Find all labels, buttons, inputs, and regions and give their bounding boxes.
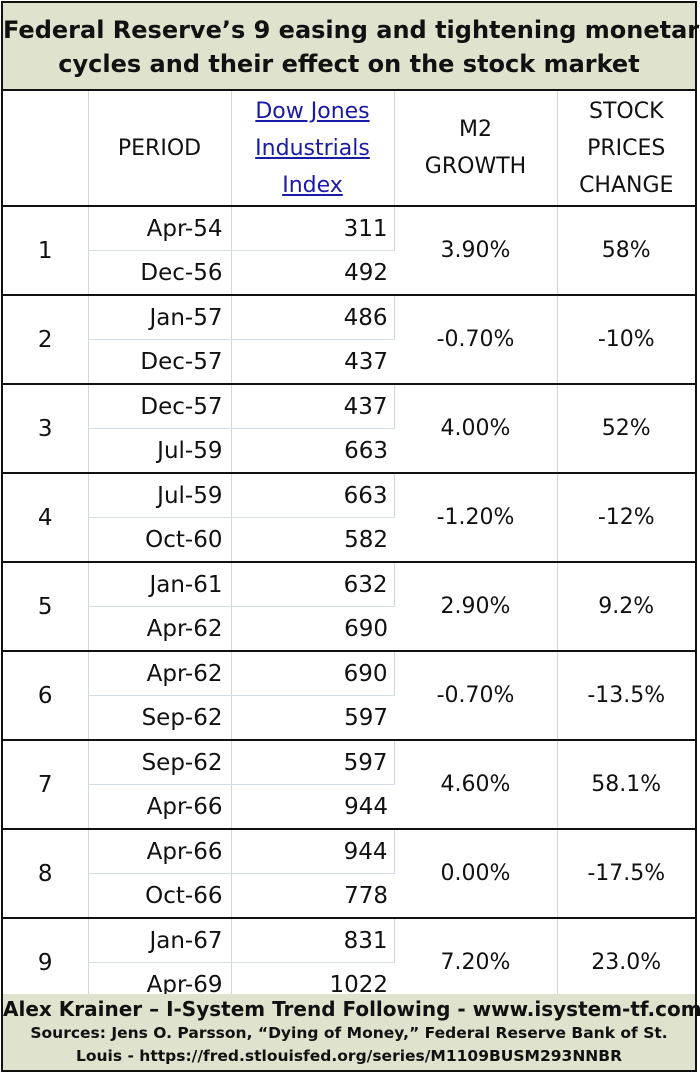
table-row: 2 Jan-57 486 -0.70% -10% [3, 295, 695, 385]
stock-change-value: 58% [557, 206, 695, 296]
period-end: Jul-59 [88, 428, 232, 474]
dow-start-value: 597 [231, 740, 395, 785]
cycle-number: 3 [3, 384, 89, 474]
cycles-table: PERIOD Dow Jones Industrials Index M2 GR… [3, 91, 695, 1008]
m2-growth-value: 3.90% [394, 206, 558, 296]
stock-change-value: 52% [557, 384, 695, 474]
header-m2-growth: M2 GROWTH [394, 91, 558, 207]
cycle-number: 8 [3, 829, 89, 919]
dow-start-value: 486 [231, 295, 395, 340]
dow-jones-link-line-2[interactable]: Industrials [255, 135, 370, 161]
dow-end-value: 778 [231, 873, 394, 919]
title-line-1: Federal Reserve’s 9 easing and tightenin… [3, 16, 700, 44]
m2-growth-value: 0.00% [394, 829, 558, 919]
dow-end-value: 582 [231, 517, 394, 563]
dow-start-value: 690 [231, 651, 395, 696]
period-end: Apr-66 [88, 784, 232, 830]
period-start: Apr-62 [88, 651, 232, 696]
period-end: Dec-56 [88, 250, 232, 296]
period-end: Oct-66 [88, 873, 232, 919]
table-row: 1 Apr-54 311 3.90% 58% [3, 206, 695, 296]
dow-end-value: 437 [231, 339, 394, 385]
stock-change-value: -13.5% [557, 651, 695, 741]
m2-growth-value: 4.60% [394, 740, 558, 830]
period-end: Apr-62 [88, 606, 232, 652]
title-line-2: cycles and their effect on the stock mar… [58, 50, 640, 78]
page-title: Federal Reserve’s 9 easing and tightenin… [3, 3, 700, 91]
table-row: 7 Sep-62 597 4.60% 58.1% [3, 740, 695, 830]
footer-sources-line-1: Sources: Jens O. Parsson, “Dying of Mone… [30, 1024, 668, 1042]
table-row: Oct-60 582 [3, 517, 695, 563]
table-header-row: PERIOD Dow Jones Industrials Index M2 GR… [3, 91, 695, 207]
table-row: 3 Dec-57 437 4.00% 52% [3, 384, 695, 474]
dow-start-value: 944 [231, 829, 395, 874]
cycle-number: 6 [3, 651, 89, 741]
stock-change-value: -10% [557, 295, 695, 385]
period-start: Jan-57 [88, 295, 232, 340]
period-end: Sep-62 [88, 695, 232, 741]
stock-change-value: -17.5% [557, 829, 695, 919]
cycle-number: 4 [3, 473, 89, 563]
period-start: Jan-61 [88, 562, 232, 607]
table-row: Apr-62 690 [3, 606, 695, 652]
dow-end-value: 597 [231, 695, 394, 741]
footer-sources-line-2: Louis - https://fred.stlouisfed.org/seri… [75, 1047, 623, 1065]
dow-start-value: 663 [231, 473, 395, 518]
dow-start-value: 632 [231, 562, 395, 607]
footer-credit: Alex Krainer – I-System Trend Following … [3, 997, 700, 1021]
dow-end-value: 944 [231, 784, 394, 830]
dow-jones-link-line-1[interactable]: Dow Jones [255, 98, 370, 124]
table-row: 9 Jan-67 831 7.20% 23.0% [3, 918, 695, 1008]
period-end: Dec-57 [88, 339, 232, 385]
table-body: 1 Apr-54 311 3.90% 58% Dec-56 492 2 Jan-57 486 -0.… [3, 206, 695, 1008]
table-row: 8 Apr-66 944 0.00% -17.5% [3, 829, 695, 919]
footer: Alex Krainer – I-System Trend Following … [3, 994, 700, 1070]
period-start: Jan-67 [88, 918, 232, 963]
m2-growth-value: -0.70% [394, 295, 558, 385]
table-row: 5 Jan-61 632 2.90% 9.2% [3, 562, 695, 652]
m2-growth-value: -0.70% [394, 651, 558, 741]
stock-change-value: 58.1% [557, 740, 695, 830]
stock-change-value: -12% [557, 473, 695, 563]
header-dow-jones[interactable]: Dow Jones Industrials Index [231, 91, 395, 207]
dow-end-value: 663 [231, 428, 394, 474]
header-period: PERIOD [88, 91, 232, 207]
cycle-number: 5 [3, 562, 89, 652]
table-row: Dec-56 492 [3, 250, 695, 296]
dow-end-value: 690 [231, 606, 394, 652]
period-end: Oct-60 [88, 517, 232, 563]
period-start: Apr-66 [88, 829, 232, 874]
header-number [3, 91, 89, 207]
dow-end-value: 492 [231, 250, 394, 296]
table-row: 6 Apr-62 690 -0.70% -13.5% [3, 651, 695, 741]
dow-start-value: 437 [231, 384, 395, 429]
cycle-number: 2 [3, 295, 89, 385]
table-row: Jul-59 663 [3, 428, 695, 474]
m2-growth-value: 2.90% [394, 562, 558, 652]
period-start: Apr-54 [88, 206, 232, 251]
stock-change-value: 23.0% [557, 918, 695, 1008]
cycle-number: 1 [3, 206, 89, 296]
period-start: Dec-57 [88, 384, 232, 429]
period-start: Sep-62 [88, 740, 232, 785]
table-row: Dec-57 437 [3, 339, 695, 385]
table-row: Oct-66 778 [3, 873, 695, 919]
m2-growth-value: 4.00% [394, 384, 558, 474]
m2-growth-value: 7.20% [394, 918, 558, 1008]
m2-growth-value: -1.20% [394, 473, 558, 563]
table-row: 4 Jul-59 663 -1.20% -12% [3, 473, 695, 563]
stock-change-value: 9.2% [557, 562, 695, 652]
header-stock-prices-change: STOCK PRICES CHANGE [557, 91, 695, 207]
period-start: Jul-59 [88, 473, 232, 518]
dow-jones-link-line-3[interactable]: Index [282, 172, 343, 198]
dow-start-value: 311 [231, 206, 395, 251]
dow-start-value: 831 [231, 918, 395, 963]
cycle-number: 7 [3, 740, 89, 830]
table-row: Sep-62 597 [3, 695, 695, 741]
table-row: Apr-66 944 [3, 784, 695, 830]
